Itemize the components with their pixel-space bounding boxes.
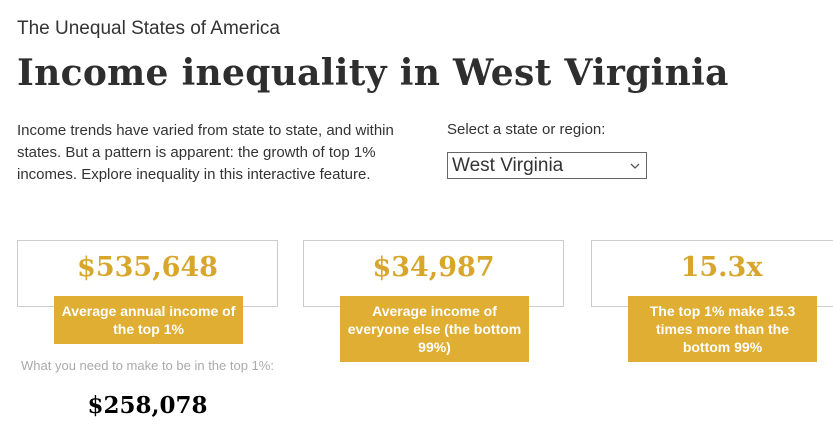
stat-label: The top 1% make 15.3 times more than the…: [628, 296, 817, 362]
stat-value: $34,987: [372, 252, 495, 283]
intro-text: Income trends have varied from state to …: [17, 122, 394, 183]
stat-value: $535,648: [77, 252, 218, 283]
kicker: The Unequal States of America: [17, 18, 280, 39]
threshold-value: $258,078: [87, 392, 208, 419]
title: Income inequality in West Virginia: [17, 52, 729, 94]
caret: [630, 163, 640, 169]
threshold-label: What you need to make to be in the top 1…: [21, 358, 274, 373]
state-select[interactable]: West Virginia: [447, 152, 647, 179]
stat-label: Average annual income of the top 1%: [54, 296, 243, 344]
select-value: West Virginia: [452, 155, 564, 176]
stat-value: 15.3x: [680, 252, 763, 283]
stat-label: Average income of everyone else (the bot…: [340, 296, 529, 362]
selector-label: Select a state or region:: [447, 121, 606, 138]
